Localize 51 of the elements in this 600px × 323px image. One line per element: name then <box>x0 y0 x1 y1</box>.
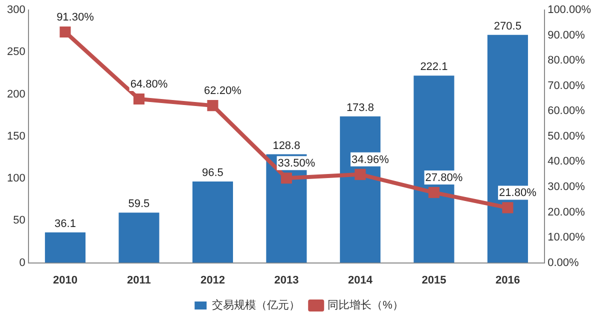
y-tick-label: 100 <box>6 172 26 185</box>
x-tick-label: 2015 <box>422 274 446 286</box>
data-label: 96.5 <box>202 167 224 180</box>
bar <box>118 212 160 263</box>
data-label: 173.8 <box>346 102 374 114</box>
y2-tick-label: 50.00% <box>548 130 586 142</box>
point <box>280 172 292 184</box>
x-tick-label: 2013 <box>274 274 299 286</box>
y-tick-label: 150 <box>6 130 26 142</box>
y2-tick-label: 80.00% <box>548 54 586 67</box>
bar <box>192 181 233 263</box>
y2-tick-label: 30.00% <box>548 180 586 193</box>
data-label: 34.96% <box>352 154 390 166</box>
data-label: 59.5 <box>128 198 150 210</box>
y2-tick-label: 90.00% <box>548 29 586 42</box>
y-tick-label: 0 <box>19 256 26 269</box>
point <box>133 93 145 105</box>
x-tick-label: 2012 <box>200 274 225 286</box>
data-label: 222.1 <box>420 61 448 74</box>
y2-tick-label: 60.00% <box>548 105 586 118</box>
data-label: 64.80% <box>130 78 168 91</box>
data-label: 128.8 <box>272 140 300 152</box>
y-tick-label: 300 <box>6 4 26 16</box>
point <box>354 168 366 180</box>
y2-tick-label: 100.00% <box>548 4 592 16</box>
y2-tick-label: 70.00% <box>548 80 586 92</box>
x-tick-label: 2010 <box>52 274 78 286</box>
point <box>502 202 514 214</box>
data-label: 62.20% <box>204 85 242 98</box>
point <box>207 100 218 112</box>
data-label: 21.80% <box>499 187 537 200</box>
y2-tick-label: 40.00% <box>548 156 586 168</box>
legend-label: 交易规模（亿元） <box>212 298 300 312</box>
x-tick-label: 2016 <box>495 274 520 286</box>
data-label: 270.5 <box>494 20 522 32</box>
point <box>428 186 440 198</box>
data-label: 36.1 <box>54 218 76 230</box>
data-label: 27.80% <box>425 172 463 184</box>
y-tick-label: 50 <box>13 214 26 227</box>
y2-tick-label: 20.00% <box>548 206 586 218</box>
y-tick-label: 250 <box>6 46 26 58</box>
data-label: 33.50% <box>278 158 316 170</box>
bar <box>44 232 86 263</box>
data-label: 91.30% <box>56 12 94 24</box>
y2-tick-label: 0.00% <box>548 256 579 269</box>
legend-label: 同比增长（%） <box>328 298 404 312</box>
y-tick-label: 200 <box>6 88 26 100</box>
x-tick-label: 2014 <box>348 274 374 286</box>
point <box>60 26 71 38</box>
x-tick-label: 2011 <box>127 274 151 286</box>
y2-tick-label: 10.00% <box>548 232 586 244</box>
